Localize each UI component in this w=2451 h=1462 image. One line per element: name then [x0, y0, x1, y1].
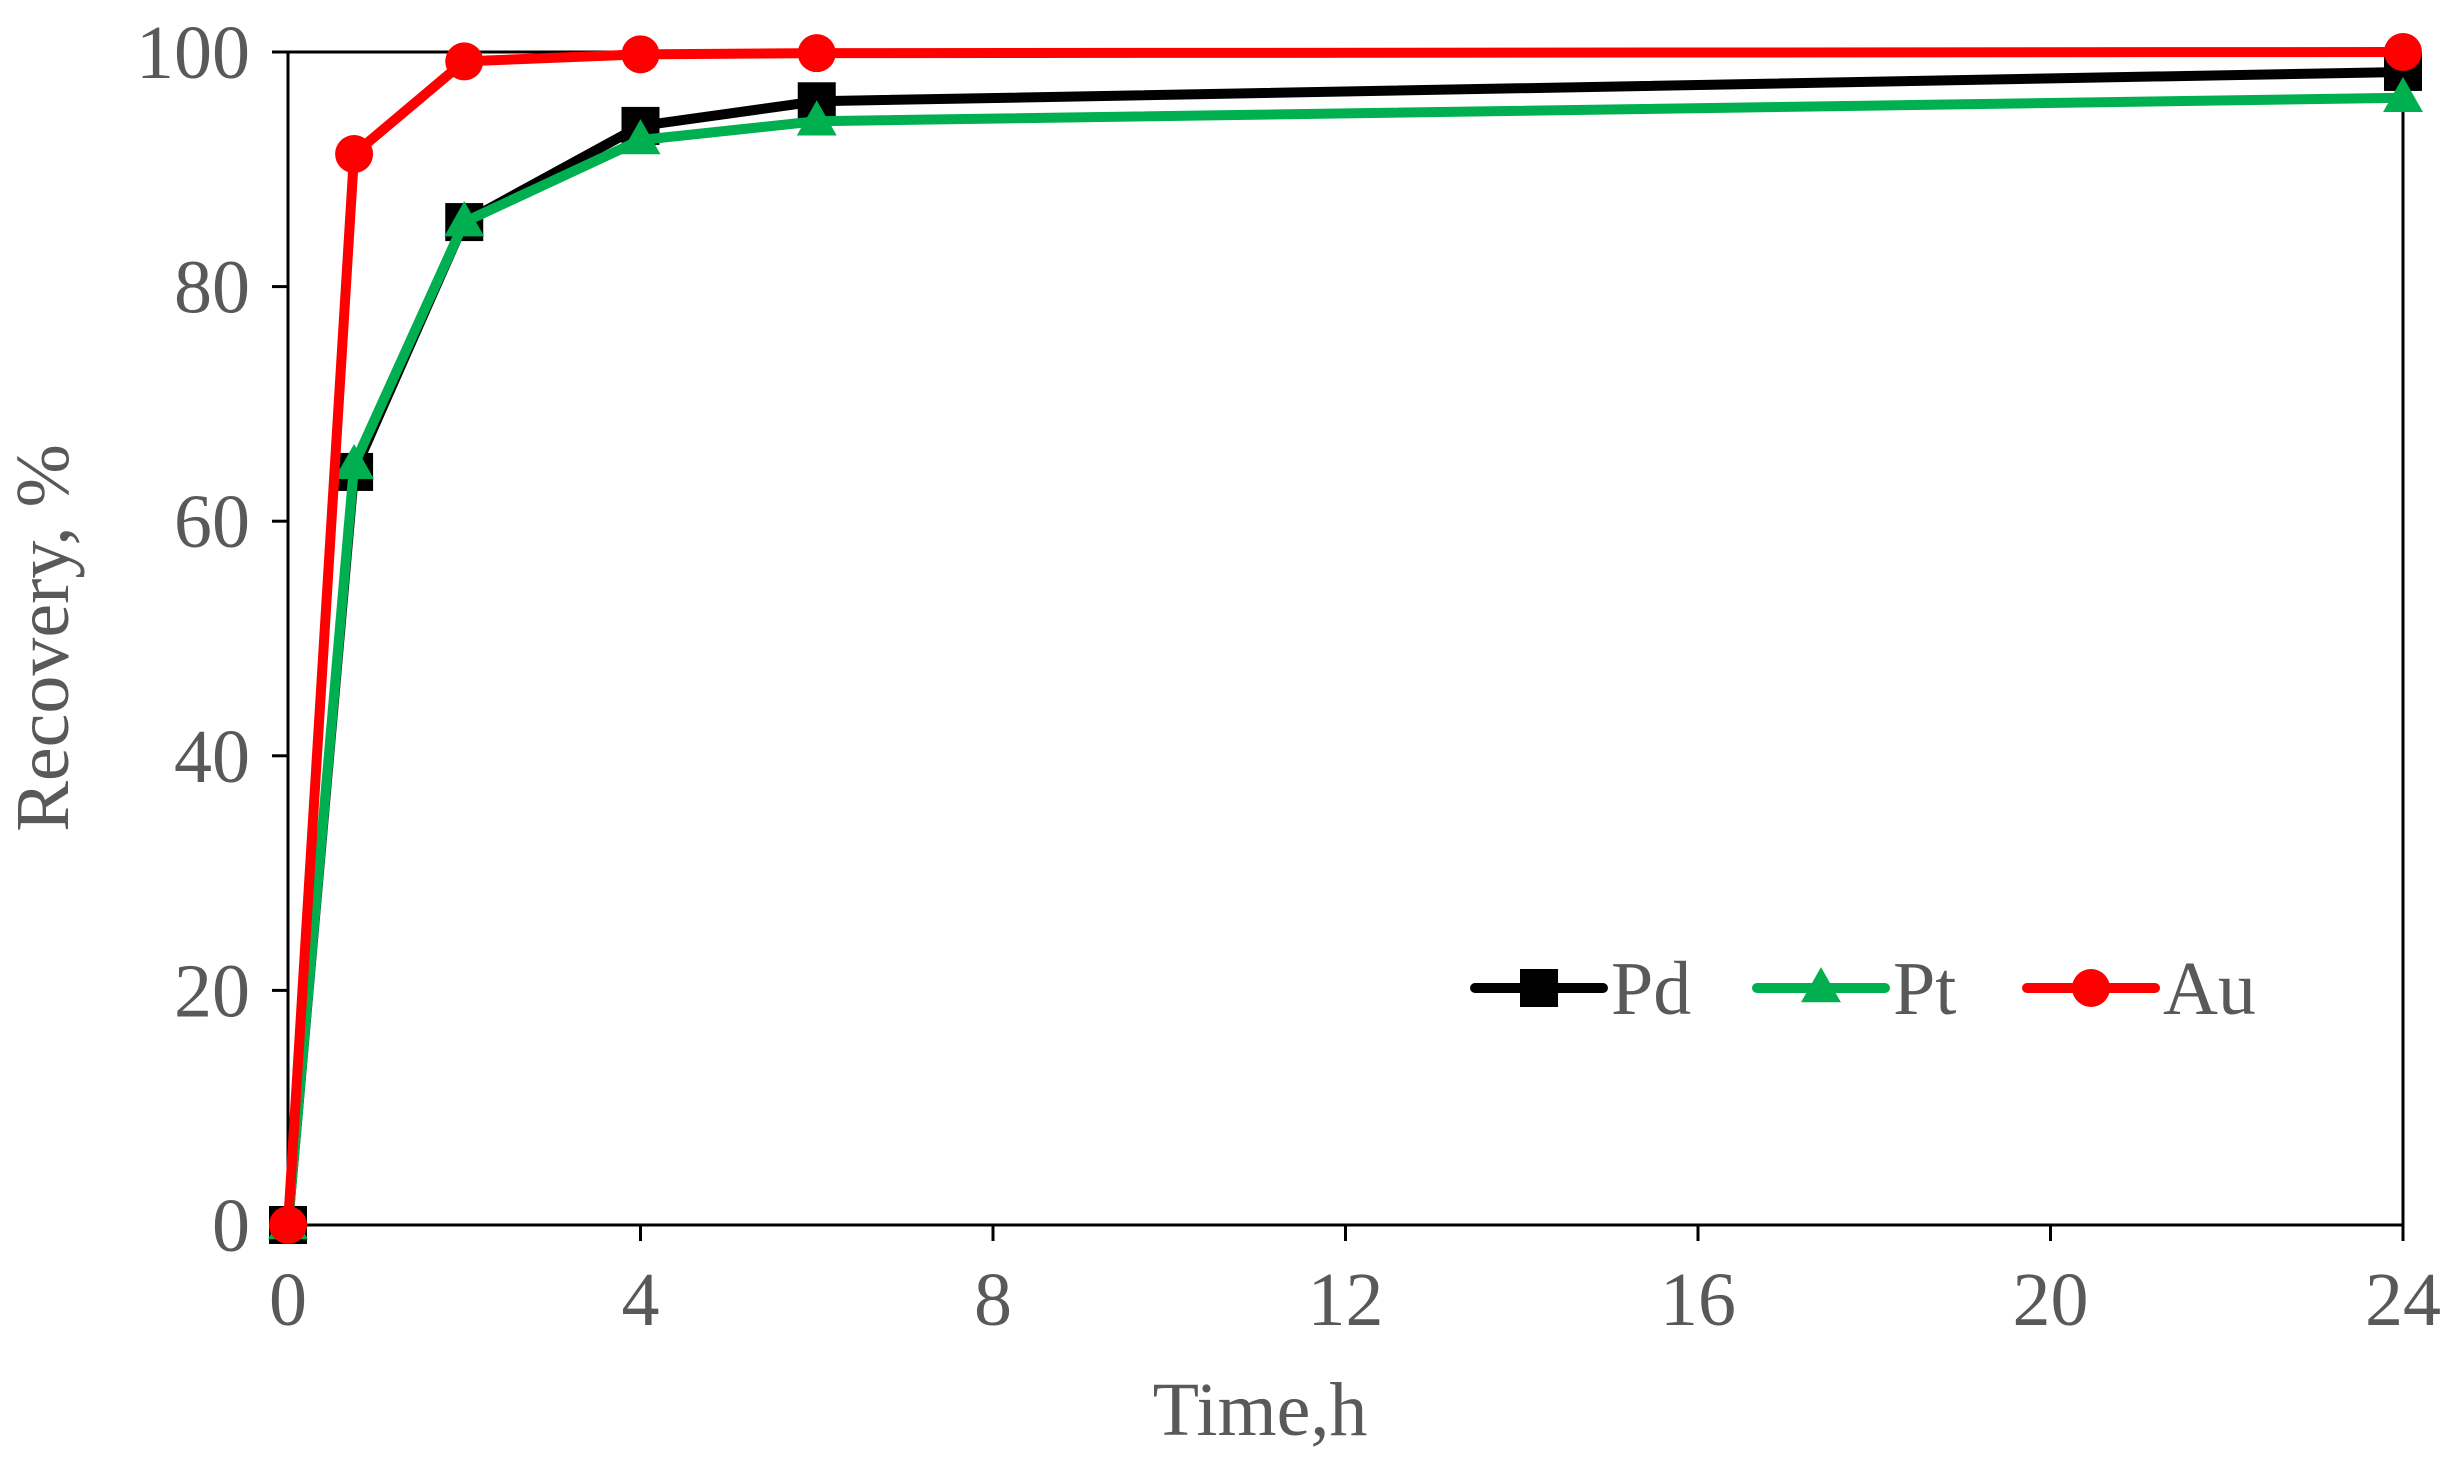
legend: Pd Pt Au: [1470, 947, 2256, 1031]
series-layer: [268, 33, 2423, 1244]
legend-label: Pt: [1893, 947, 1956, 1031]
pt-point: [2383, 76, 2423, 112]
x-axis-tick-labels: 0 4 8 12 16 20 24: [269, 1258, 2441, 1342]
y-tick-label: 20: [174, 949, 250, 1033]
au-point: [335, 135, 374, 174]
pt-point: [796, 100, 837, 136]
pt-point: [444, 201, 485, 237]
pt-point: [334, 443, 375, 480]
y-axis-ticks: [272, 50, 288, 1227]
pt-line: [283, 92, 2408, 1230]
pt-point: [620, 119, 661, 155]
x-tick-label: 4: [622, 1258, 660, 1342]
legend-item-pd: Pd: [1470, 947, 1691, 1031]
au-line: [283, 47, 2408, 1230]
x-tick-label: 8: [974, 1258, 1012, 1342]
legend-label: Au: [2163, 947, 2256, 1031]
y-tick-label: 60: [174, 480, 250, 564]
y-tick-label: 0: [212, 1184, 250, 1268]
x-tick-label: 16: [1660, 1258, 1736, 1342]
au-point: [621, 35, 660, 74]
y-tick-label: 100: [136, 11, 250, 95]
au-point: [269, 1206, 307, 1244]
legend-swatch-marker: [2072, 969, 2110, 1007]
x-axis-ticks: [286, 1225, 2405, 1241]
x-tick-label: 20: [2013, 1258, 2089, 1342]
legend-swatch-marker: [1801, 967, 1841, 1003]
legend-item-pt: Pt: [1752, 947, 1956, 1031]
au-point: [445, 42, 484, 81]
plot-area: [286, 50, 2405, 1227]
series-au: [269, 33, 2422, 1244]
y-tick-label: 40: [174, 715, 250, 799]
x-tick-label: 24: [2365, 1258, 2441, 1342]
au-point: [797, 34, 836, 73]
au-point: [2384, 33, 2422, 71]
legend-swatch-marker: [1520, 969, 1558, 1007]
x-tick-label: 0: [269, 1258, 307, 1342]
legend-item-au: Au: [2022, 947, 2256, 1031]
legend-label: Pd: [1611, 947, 1691, 1031]
x-tick-label: 12: [1308, 1258, 1384, 1342]
y-tick-label: 80: [174, 246, 250, 330]
y-axis-title: Recovery, %: [1, 444, 85, 832]
x-axis-title: Time,h: [1153, 1368, 1368, 1452]
y-axis-tick-labels: 0 20 40 60 80 100: [136, 11, 250, 1268]
